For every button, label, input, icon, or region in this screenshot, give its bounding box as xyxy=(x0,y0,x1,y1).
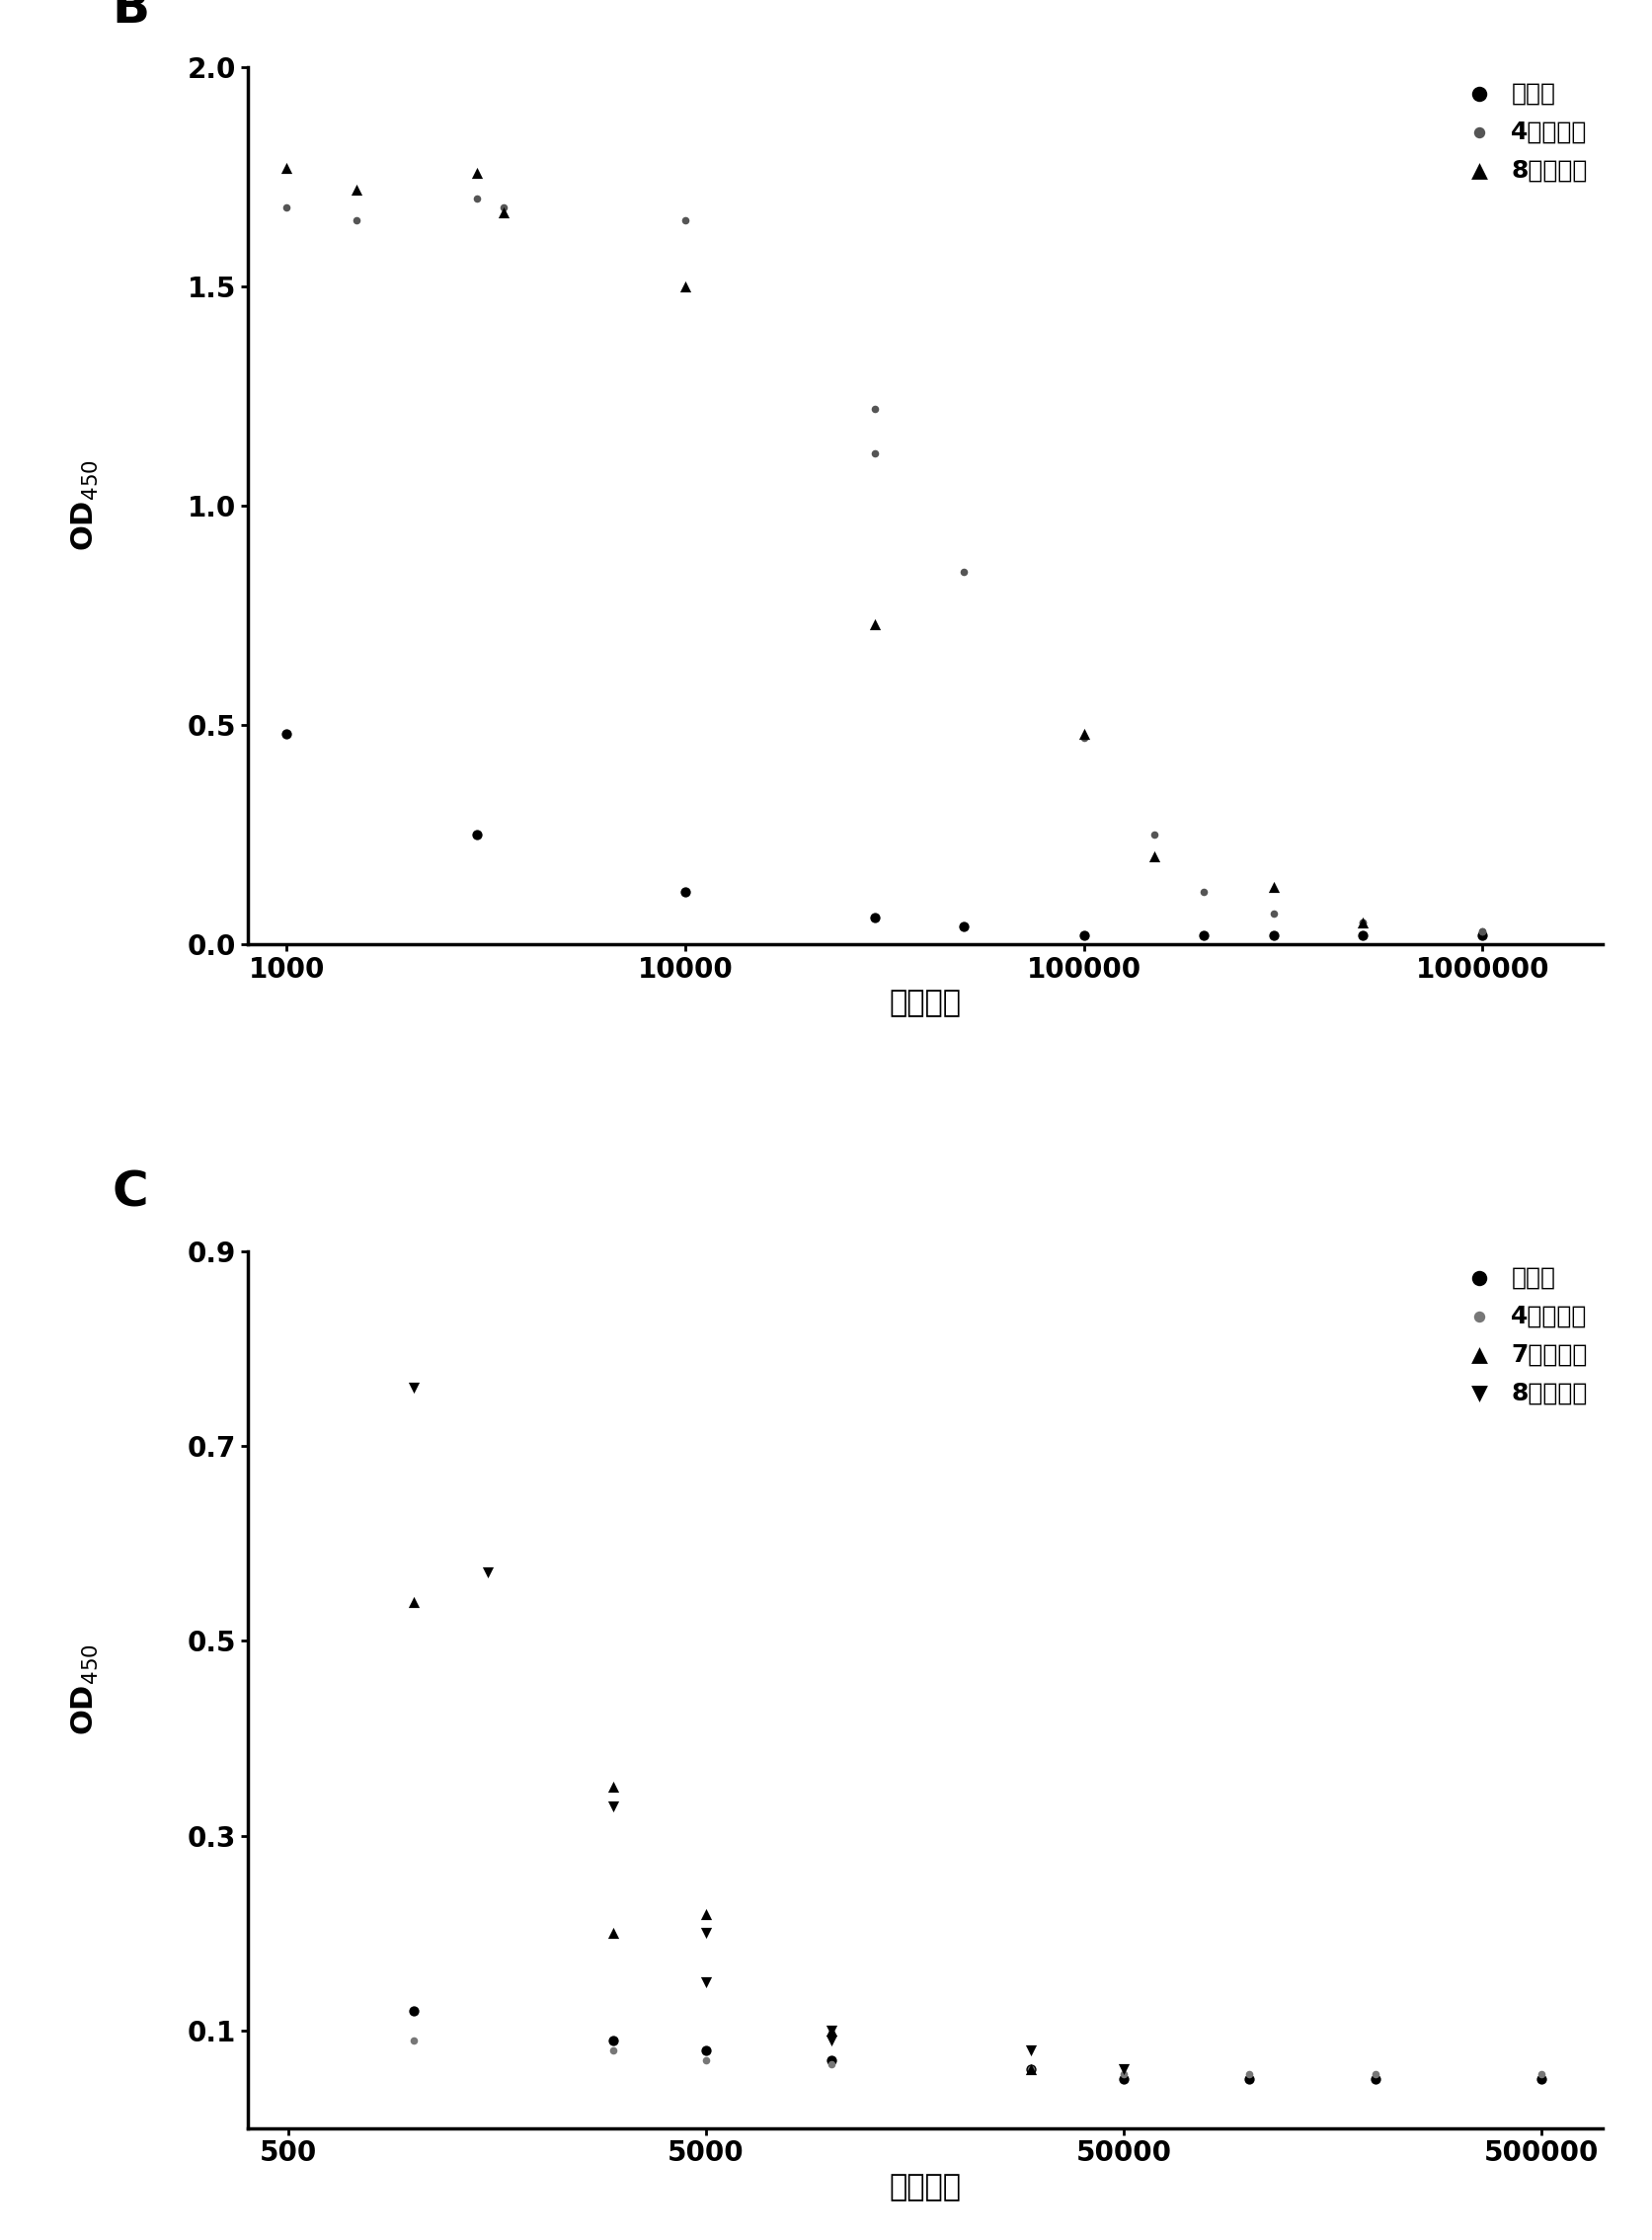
4次免疫后 xyxy=(600,2032,626,2068)
8次免疫后 xyxy=(672,269,699,305)
Text: B: B xyxy=(112,0,150,31)
8次免疫后 xyxy=(692,1964,719,2000)
8次免疫后 xyxy=(464,155,491,190)
Text: OD$_{450}$: OD$_{450}$ xyxy=(69,1644,101,1736)
免疫前 xyxy=(692,2032,719,2068)
8次免疫后 xyxy=(1350,905,1376,941)
4次免疫后 xyxy=(464,181,491,217)
4次免疫后 xyxy=(1191,874,1218,909)
免疫前 xyxy=(1018,2052,1044,2088)
免疫前 xyxy=(1469,918,1495,954)
7次免疫后 xyxy=(600,1770,626,1805)
4次免疫后 xyxy=(1361,2056,1388,2092)
7次免疫后 xyxy=(1018,2052,1044,2088)
免疫前 xyxy=(1236,2061,1262,2097)
免疫前 xyxy=(1191,918,1218,954)
8次免疫后 xyxy=(1018,2032,1044,2068)
4次免疫后 xyxy=(1236,2056,1262,2092)
8次免疫后 xyxy=(1260,869,1287,905)
免疫前 xyxy=(1361,2061,1388,2097)
免疫前 xyxy=(1350,918,1376,954)
7次免疫后 xyxy=(818,2014,844,2050)
4次免疫后 xyxy=(1070,719,1097,755)
免疫前 xyxy=(862,900,889,936)
4次免疫后 xyxy=(818,2047,844,2083)
4次免疫后 xyxy=(862,392,889,428)
8次免疫后 xyxy=(600,1788,626,1823)
4次免疫后 xyxy=(1018,2052,1044,2088)
8次免疫后 xyxy=(818,2023,844,2059)
4次免疫后 xyxy=(1469,914,1495,950)
Text: C: C xyxy=(112,1169,149,1216)
Legend: 免疫前, 4次免疫后, 8次免疫后: 免疫前, 4次免疫后, 8次免疫后 xyxy=(1444,72,1597,193)
4次免疫后 xyxy=(491,190,517,226)
免疫前 xyxy=(464,818,491,853)
8次免疫后 xyxy=(474,1555,501,1590)
免疫前 xyxy=(1070,918,1097,954)
4次免疫后 xyxy=(1110,2056,1137,2092)
7次免疫后 xyxy=(600,1915,626,1951)
8次免疫后 xyxy=(491,195,517,231)
X-axis label: 稿释倍数: 稿释倍数 xyxy=(889,988,961,1017)
4次免疫后 xyxy=(1350,905,1376,941)
免疫前 xyxy=(600,2023,626,2059)
免疫前 xyxy=(1110,2061,1137,2097)
8次免疫后 xyxy=(1110,2052,1137,2088)
X-axis label: 稿释倍数: 稿释倍数 xyxy=(889,2173,961,2202)
8次免疫后 xyxy=(1070,717,1097,753)
免疫前 xyxy=(273,717,299,753)
4次免疫后 xyxy=(950,553,976,589)
4次免疫后 xyxy=(344,204,370,240)
8次免疫后 xyxy=(401,1369,428,1404)
Text: OD$_{450}$: OD$_{450}$ xyxy=(69,459,101,551)
4次免疫后 xyxy=(1469,914,1495,950)
4次免疫后 xyxy=(862,435,889,470)
Legend: 免疫前, 4次免疫后, 7次免疫后, 8次免疫后: 免疫前, 4次免疫后, 7次免疫后, 8次免疫后 xyxy=(1444,1257,1597,1416)
8次免疫后 xyxy=(273,150,299,186)
8次免疫后 xyxy=(862,607,889,643)
7次免疫后 xyxy=(692,1895,719,1931)
8次免疫后 xyxy=(1142,838,1168,874)
免疫前 xyxy=(818,2043,844,2079)
4次免疫后 xyxy=(1260,896,1287,932)
免疫前 xyxy=(950,909,976,945)
4次免疫后 xyxy=(1142,818,1168,853)
8次免疫后 xyxy=(692,1915,719,1951)
免疫前 xyxy=(1528,2061,1555,2097)
免疫前 xyxy=(401,1994,428,2029)
4次免疫后 xyxy=(692,2043,719,2079)
4次免疫后 xyxy=(401,2023,428,2059)
免疫前 xyxy=(1260,918,1287,954)
7次免疫后 xyxy=(401,1584,428,1620)
8次免疫后 xyxy=(818,2014,844,2050)
4次免疫后 xyxy=(1528,2056,1555,2092)
4次免疫后 xyxy=(1350,905,1376,941)
8次免疫后 xyxy=(344,172,370,208)
免疫前 xyxy=(672,874,699,909)
4次免疫后 xyxy=(672,204,699,240)
4次免疫后 xyxy=(273,190,299,226)
